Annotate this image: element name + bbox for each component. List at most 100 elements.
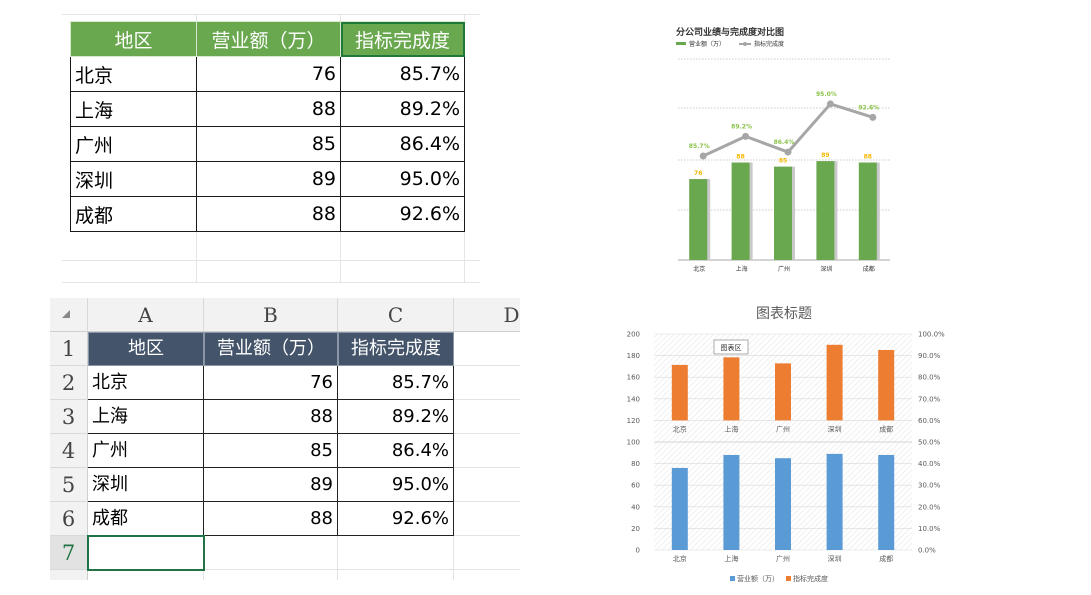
cell-region[interactable]: 广州	[70, 126, 197, 162]
cell-completion[interactable]: 85.7%	[340, 56, 465, 92]
dual-axis-chart[interactable]: 图表标题 0 20 40 60 80 100 120 140 160 180 200 0.0% 10.…	[612, 294, 952, 590]
line-path	[702, 102, 874, 158]
cell-region[interactable]: 成都	[88, 502, 204, 536]
empty-cell[interactable]	[454, 468, 520, 502]
cell-revenue[interactable]: 85	[196, 126, 341, 162]
row-header-8[interactable]	[50, 570, 88, 580]
legend-label-completion: 指标完成度	[754, 40, 784, 48]
empty-cell[interactable]	[454, 536, 520, 570]
chart-legend[interactable]: 营业额（万） 指标完成度	[730, 574, 828, 583]
empty-cell[interactable]	[88, 570, 204, 580]
cell-revenue[interactable]: 76	[196, 56, 341, 92]
cell-revenue[interactable]: 88	[204, 400, 338, 434]
legend-swatch-revenue	[676, 42, 686, 45]
empty-cell[interactable]	[454, 400, 520, 434]
chart-title: 分公司业绩与完成度对比图	[676, 26, 784, 38]
legend-label-revenue: 营业额（万）	[737, 574, 779, 583]
header-revenue[interactable]: 营业额（万）	[196, 21, 341, 57]
header-region[interactable]: 地区	[70, 21, 197, 57]
cell-region[interactable]: 广州	[88, 434, 204, 468]
cell-completion[interactable]: 95.0%	[338, 468, 454, 502]
tooltip-box	[713, 339, 749, 355]
chart-legend[interactable]: 营业额（万） 指标完成度	[676, 40, 784, 48]
cell-revenue[interactable]: 88	[196, 91, 341, 127]
cell-region[interactable]: 北京	[70, 56, 197, 92]
header-completion[interactable]: 指标完成度	[340, 21, 465, 57]
cell-revenue[interactable]: 85	[204, 434, 338, 468]
dual-axis-chart-panel[interactable]: 图表标题 0 20 40 60 80 100 120 140 160 180 200 0.0% 10.…	[612, 294, 952, 590]
column-header-d[interactable]: D	[454, 298, 520, 332]
cell-header-completion[interactable]: 指标完成度	[338, 332, 454, 366]
category-label: 北京	[673, 554, 687, 563]
bar	[774, 166, 792, 260]
cell-completion[interactable]: 95.0%	[340, 161, 465, 197]
column-header-c[interactable]: C	[338, 298, 454, 332]
bar	[816, 161, 835, 260]
active-cell-a7[interactable]	[87, 535, 205, 571]
tick-label: 80.0%	[918, 374, 941, 382]
row-header-5[interactable]: 5	[50, 468, 88, 502]
category-axis: 北京 上海 广州 深圳 成都	[693, 265, 875, 273]
cell-revenue[interactable]: 89	[196, 161, 341, 197]
row-header-2[interactable]: 2	[50, 366, 88, 400]
line-point	[826, 100, 834, 108]
combo-chart[interactable]: 分公司业绩与完成度对比图 营业额（万） 指标完成度 76 88 85 89 88 85.7…	[666, 14, 906, 284]
empty-cell[interactable]	[454, 434, 520, 468]
secondary-value-axis: 0.0% 10.0% 20.0% 30.0% 40.0% 50.0% 60.0% 70.0% 8…	[918, 331, 945, 555]
cell-header-region[interactable]: 地区	[88, 332, 204, 366]
legend-swatch-completion	[786, 576, 791, 581]
empty-cell[interactable]	[454, 332, 520, 366]
bar-revenue	[826, 453, 843, 550]
summary-table: 地区 营业额（万） 指标完成度 北京 76 85.7% 上海 88 89.2% …	[70, 21, 465, 232]
empty-cell[interactable]	[454, 366, 520, 400]
data-label-completion: 89.2%	[731, 123, 752, 130]
cell-revenue[interactable]: 89	[204, 468, 338, 502]
row-header-4[interactable]: 4	[50, 434, 88, 468]
cell-revenue[interactable]: 88	[196, 196, 341, 232]
bar-series[interactable]	[689, 161, 880, 260]
cell-region[interactable]: 上海	[88, 400, 204, 434]
cell-region[interactable]: 上海	[70, 91, 197, 127]
tick-label: 10.0%	[918, 525, 941, 533]
row-header-1[interactable]: 1	[50, 332, 88, 366]
cell-completion[interactable]: 92.6%	[340, 196, 465, 232]
row-header-3[interactable]: 3	[50, 400, 88, 434]
empty-cell[interactable]	[204, 570, 338, 580]
cell-region[interactable]: 深圳	[88, 468, 204, 502]
tick-label: 70.0%	[918, 395, 941, 403]
cell-revenue[interactable]: 88	[204, 502, 338, 536]
bar-revenue	[775, 458, 791, 550]
cell-completion[interactable]: 92.6%	[338, 502, 454, 536]
line-series[interactable]	[699, 100, 877, 160]
cell-completion[interactable]: 86.4%	[338, 434, 454, 468]
line-point	[869, 113, 877, 121]
bar-series[interactable]	[671, 344, 895, 550]
cell-region[interactable]: 深圳	[70, 161, 197, 197]
category-label: 深圳	[828, 554, 842, 563]
empty-cell[interactable]	[204, 536, 338, 570]
cell-completion[interactable]: 86.4%	[340, 126, 465, 162]
empty-cell[interactable]	[454, 502, 520, 536]
top-table-panel: 地区 营业额（万） 指标完成度 北京 76 85.7% 上海 88 89.2% …	[62, 14, 480, 283]
empty-cell[interactable]	[338, 570, 454, 580]
column-header-a[interactable]: A	[88, 298, 204, 332]
cell-region[interactable]: 成都	[70, 196, 197, 232]
empty-cell[interactable]	[338, 536, 454, 570]
data-label-completion: 85.7%	[689, 143, 710, 150]
cell-region[interactable]: 北京	[88, 366, 204, 400]
table-row: 广州 85 86.4%	[70, 126, 465, 162]
cell-header-revenue[interactable]: 营业额（万）	[204, 332, 338, 366]
chart-title[interactable]: 图表标题	[756, 306, 812, 322]
tick-label: 30.0%	[918, 482, 941, 490]
chart-gridlines	[654, 333, 912, 551]
cell-completion[interactable]: 89.2%	[338, 400, 454, 434]
row-header-6[interactable]: 6	[50, 502, 88, 536]
select-all-corner[interactable]	[50, 298, 88, 332]
combo-chart-panel[interactable]: 分公司业绩与完成度对比图 营业额（万） 指标完成度 76 88 85 89 88 85.7…	[666, 14, 906, 284]
cell-revenue[interactable]: 76	[204, 366, 338, 400]
cell-completion[interactable]: 85.7%	[338, 366, 454, 400]
category-label: 上海	[736, 265, 748, 273]
column-header-b[interactable]: B	[204, 298, 338, 332]
cell-completion[interactable]: 89.2%	[340, 91, 465, 127]
row-header-7[interactable]: 7	[50, 536, 88, 570]
